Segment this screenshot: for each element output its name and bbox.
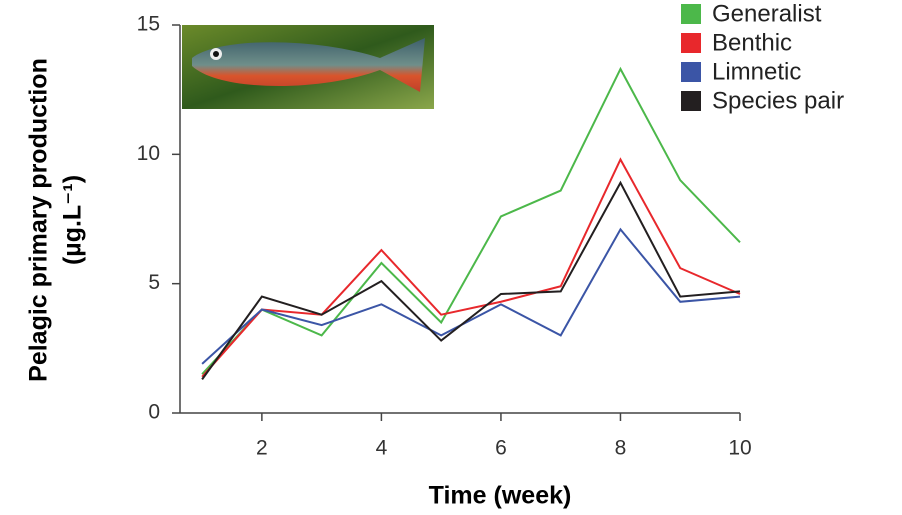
series-line [202, 229, 740, 364]
x-tick-label: 6 [495, 437, 507, 460]
legend-label: Species pair [712, 87, 844, 114]
y-tick-label: 10 [137, 142, 160, 165]
series-line [202, 69, 740, 374]
fish-photo [182, 25, 434, 109]
y-axis-unit: (µg.L⁻¹) [59, 175, 87, 265]
y-tick-label: 0 [148, 401, 160, 424]
legend-swatch [681, 62, 701, 82]
legend-swatch [681, 33, 701, 53]
legend-swatch [681, 4, 701, 24]
x-tick-label: 10 [728, 437, 751, 460]
legend-swatch [681, 91, 701, 111]
y-tick-label: 15 [137, 13, 160, 36]
x-tick-label: 8 [615, 437, 627, 460]
x-tick-label: 4 [376, 437, 388, 460]
legend-label: Generalist [712, 0, 822, 27]
y-axis-label: Pelagic primary production [25, 58, 53, 382]
chart: Time (week) Pelagic primary production (… [0, 0, 902, 515]
y-tick-label: 5 [148, 271, 160, 294]
series-line [202, 183, 740, 380]
x-tick-label: 2 [256, 437, 268, 460]
legend-label: Benthic [712, 29, 792, 56]
legend-label: Limnetic [712, 58, 801, 85]
x-axis-label: Time (week) [429, 482, 572, 510]
